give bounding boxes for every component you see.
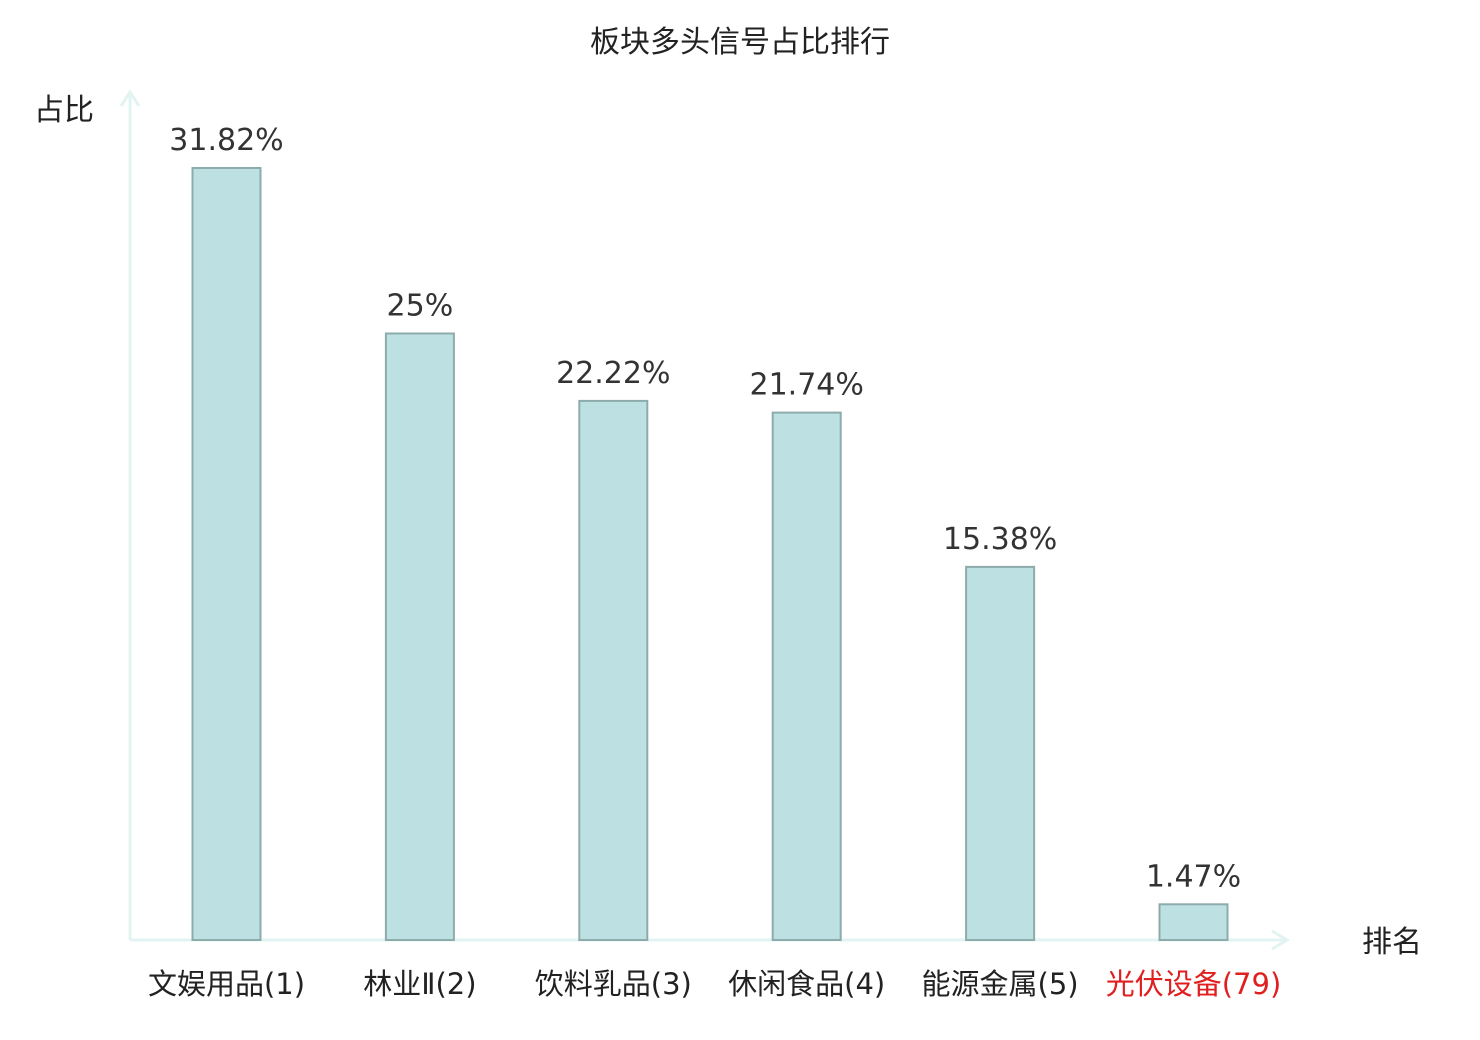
bar-value-label: 1.47%	[1146, 859, 1241, 894]
y-axis-arrow-icon	[119, 89, 141, 107]
x-tick-label: 光伏设备(79)	[1106, 967, 1282, 1001]
x-tick-label: 饮料乳品(3)	[535, 967, 692, 1001]
value-labels-group: 31.82% 25% 22.22% 21.74% 15.38% 1.47%	[169, 123, 1241, 894]
x-tick-category: 饮料乳品	[535, 967, 651, 1001]
bar	[578, 399, 649, 941]
bar	[965, 565, 1036, 942]
x-tick-rank: (5)	[1038, 967, 1079, 1001]
bar-value-label: 31.82%	[169, 123, 283, 158]
bar-value-label: 21.74%	[750, 368, 864, 403]
bar	[1158, 903, 1229, 941]
bar	[771, 411, 842, 942]
x-tick-rank: (2)	[435, 967, 476, 1001]
x-tick-category: 能源金属	[922, 967, 1038, 1001]
x-tick-label: 能源金属(5)	[922, 967, 1079, 1001]
x-tick-labels-group: 文娱用品(1) 林业Ⅱ(2) 饮料乳品(3) 休闲食品(4) 能源金属(5) 光伏设备(7…	[148, 967, 1281, 1001]
bar-value-label: 15.38%	[943, 522, 1057, 557]
chart-title: 板块多头信号占比排行	[590, 25, 890, 60]
x-tick-category: 林业Ⅱ	[363, 967, 435, 1001]
x-tick-label: 林业Ⅱ(2)	[363, 967, 476, 1001]
x-tick-label: 文娱用品(1)	[148, 967, 305, 1001]
x-tick-rank: (1)	[264, 967, 305, 1001]
x-axis-arrow-icon	[1271, 929, 1290, 951]
bars-group	[191, 167, 1229, 942]
bar	[191, 167, 262, 941]
x-tick-category: 光伏设备	[1106, 967, 1222, 1001]
x-tick-rank: (3)	[651, 967, 692, 1001]
x-tick-label: 休闲食品(4)	[728, 967, 885, 1001]
x-tick-category: 休闲食品	[728, 967, 844, 1001]
x-tick-rank: (79)	[1222, 967, 1282, 1001]
bar-value-label: 22.22%	[556, 356, 670, 391]
bar-value-label: 25%	[387, 289, 454, 324]
x-axis-label: 排名	[1362, 925, 1422, 960]
y-axis-label: 占比	[34, 93, 94, 128]
bar	[384, 332, 455, 941]
x-tick-rank: (4)	[844, 967, 885, 1001]
x-tick-category: 文娱用品	[148, 967, 264, 1001]
